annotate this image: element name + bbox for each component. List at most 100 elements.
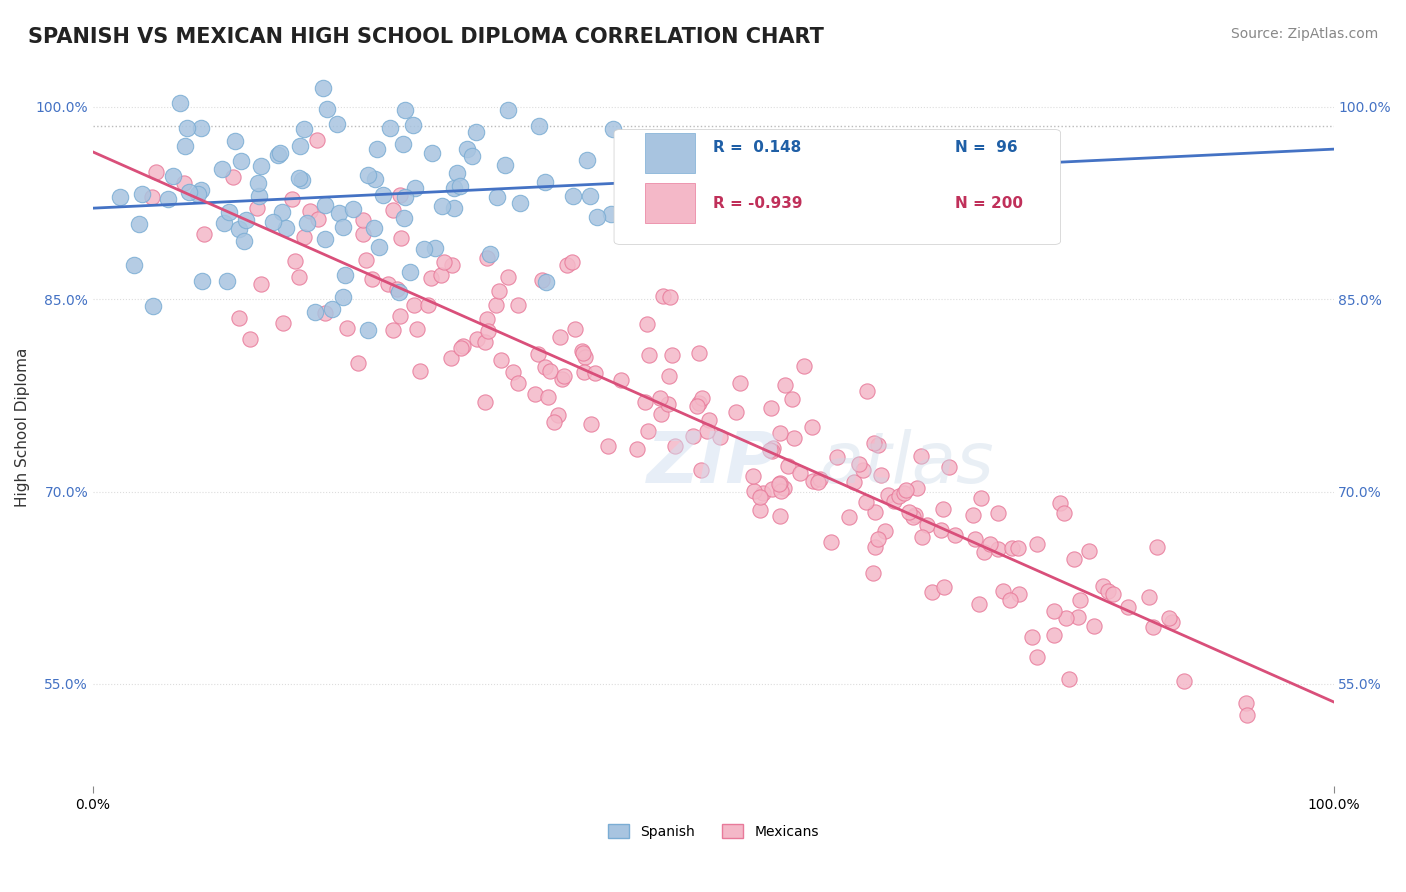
Mexicans (547, 408, 569, 422)
Mexicans (986, 542, 1008, 557)
Mexicans (610, 373, 633, 387)
Spanish (156, 192, 179, 206)
Spanish (412, 242, 434, 256)
Mexicans (433, 254, 456, 268)
Mexicans (402, 298, 425, 312)
Mexicans (352, 212, 374, 227)
Mexicans (488, 285, 510, 299)
Spanish (342, 202, 364, 216)
Text: atlas: atlas (818, 429, 994, 498)
Spanish (494, 158, 516, 172)
Mexicans (870, 468, 893, 483)
Mexicans (574, 350, 596, 364)
Mexicans (382, 202, 405, 217)
Mexicans (1057, 672, 1080, 686)
Spanish (191, 274, 214, 288)
Mexicans (530, 272, 553, 286)
Mexicans (1173, 673, 1195, 688)
Mexicans (686, 399, 709, 413)
Text: N = 200: N = 200 (955, 196, 1024, 211)
Spanish (122, 258, 145, 272)
Mexicans (222, 169, 245, 184)
Spanish (131, 187, 153, 202)
Mexicans (970, 491, 993, 506)
Mexicans (761, 444, 783, 458)
Mexicans (555, 258, 578, 272)
Mexicans (1043, 628, 1066, 642)
Mexicans (474, 334, 496, 349)
Mexicans (637, 424, 659, 438)
Spanish (246, 176, 269, 190)
Mexicans (991, 584, 1014, 599)
Mexicans (932, 501, 955, 516)
Spanish (190, 121, 212, 136)
Spanish (509, 196, 531, 211)
Spanish (364, 172, 387, 186)
Mexicans (866, 437, 889, 451)
Mexicans (564, 322, 586, 336)
Mexicans (409, 364, 432, 378)
Spanish (357, 168, 380, 182)
Mexicans (883, 494, 905, 508)
Spanish (190, 183, 212, 197)
Mexicans (1097, 584, 1119, 599)
Mexicans (281, 192, 304, 206)
Spanish (378, 120, 401, 135)
Mexicans (688, 345, 710, 359)
Spanish (432, 199, 454, 213)
Mexicans (284, 254, 307, 268)
Spanish (288, 170, 311, 185)
Mexicans (893, 486, 915, 500)
Mexicans (915, 517, 938, 532)
Mexicans (489, 353, 512, 368)
Spanish (179, 185, 201, 199)
Mexicans (572, 346, 595, 360)
Mexicans (1067, 610, 1090, 624)
Spanish (224, 135, 246, 149)
Spanish (576, 153, 599, 167)
Mexicans (388, 310, 411, 324)
Mexicans (650, 407, 672, 421)
Spanish (734, 168, 756, 182)
Spanish (373, 188, 395, 202)
Mexicans (1043, 604, 1066, 618)
Spanish (290, 139, 312, 153)
Mexicans (389, 188, 412, 202)
Mexicans (1000, 541, 1022, 556)
Mexicans (842, 475, 865, 490)
Spanish (485, 189, 508, 203)
Spanish (218, 205, 240, 219)
Mexicans (633, 395, 655, 409)
Mexicans (730, 376, 752, 391)
Legend: Spanish, Mexicans: Spanish, Mexicans (602, 818, 824, 844)
Spanish (356, 323, 378, 337)
Mexicans (897, 505, 920, 519)
Mexicans (945, 528, 967, 542)
Spanish (274, 220, 297, 235)
Spanish (478, 246, 501, 260)
Mexicans (1049, 495, 1071, 509)
Mexicans (688, 396, 710, 410)
Spanish (446, 166, 468, 180)
Spanish (692, 140, 714, 154)
Spanish (443, 201, 465, 215)
Mexicans (1021, 630, 1043, 644)
Mexicans (762, 441, 785, 455)
Mexicans (1069, 593, 1091, 607)
Mexicans (485, 298, 508, 312)
Mexicans (145, 164, 167, 178)
Mexicans (780, 392, 803, 407)
Mexicans (979, 537, 1001, 551)
Mexicans (596, 439, 619, 453)
Mexicans (793, 359, 815, 373)
Mexicans (770, 483, 793, 498)
Mexicans (307, 212, 329, 227)
Mexicans (690, 392, 713, 406)
Spanish (262, 215, 284, 229)
Spanish (142, 299, 165, 313)
Spanish (332, 219, 354, 234)
Spanish (295, 216, 318, 230)
Mexicans (648, 391, 671, 405)
Spanish (648, 150, 671, 164)
Mexicans (475, 312, 498, 326)
